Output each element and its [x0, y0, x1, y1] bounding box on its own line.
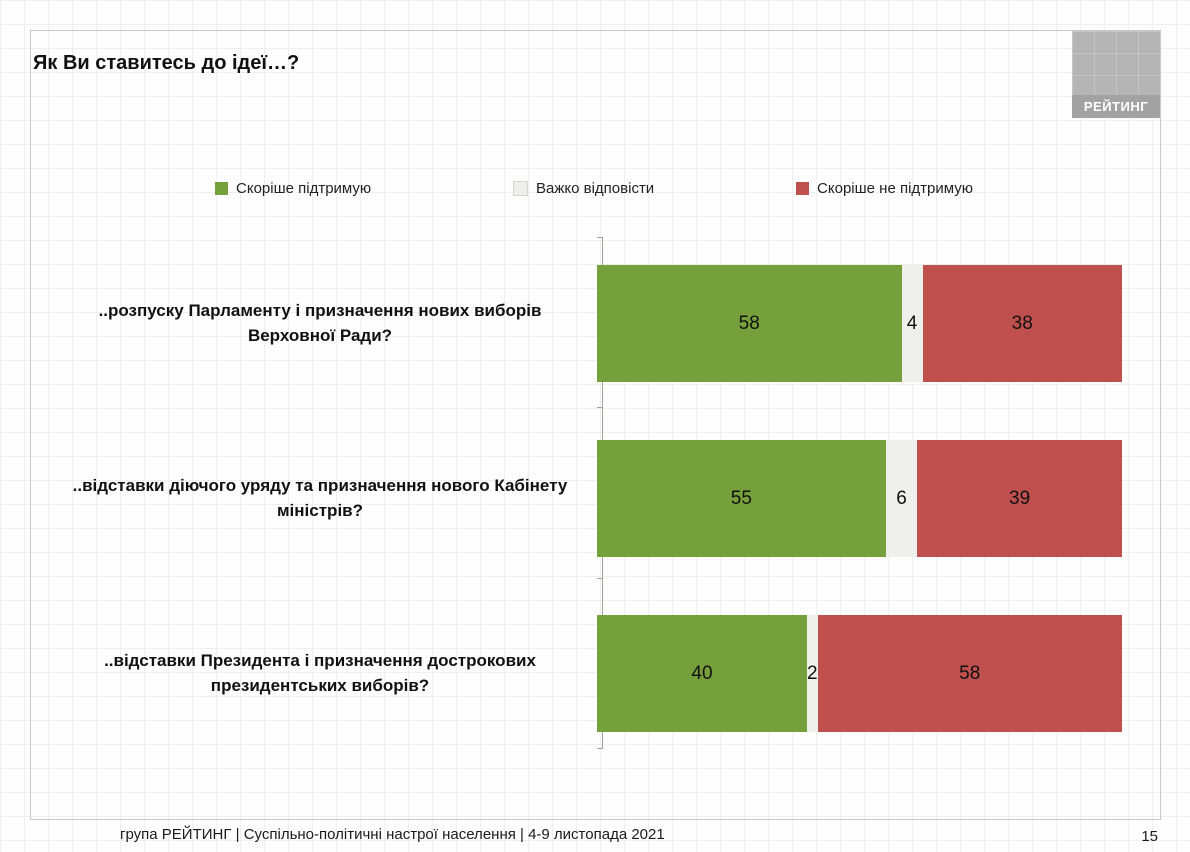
chart-legend: Скоріше підтримую Важко відповісти Скоріше…: [215, 180, 973, 197]
bar-segment: 58: [817, 615, 1122, 732]
bar-segment: 58: [597, 265, 902, 382]
bar-segment: 4: [901, 265, 923, 382]
chart-row: ..відставки діючого уряду та призначення…: [55, 440, 1135, 557]
axis-tick: [597, 578, 603, 579]
legend-swatch-icon: [513, 181, 528, 196]
rating-logo-label: РЕЙТИНГ: [1072, 95, 1160, 118]
category-label: ..розпуску Парламенту і призначення нови…: [98, 300, 542, 345]
stacked-bar: 58 4 38: [597, 265, 1122, 382]
chart-row: ..розпуску Парламенту і призначення нови…: [55, 265, 1135, 382]
legend-label: Скоріше підтримую: [236, 180, 372, 197]
category-label: ..відставки Президента і призначення дос…: [104, 650, 536, 695]
axis-tick: [597, 237, 603, 238]
bar-segment: 38: [922, 265, 1122, 382]
rating-logo: РЕЙТИНГ: [1072, 31, 1160, 118]
legend-item: Важко відповісти: [513, 180, 654, 197]
legend-label: Важко відповісти: [536, 180, 655, 197]
axis-tick: [597, 748, 603, 749]
stacked-bar: 55 6 39: [597, 440, 1122, 557]
bar-segment: 6: [885, 440, 918, 557]
chart-rows: ..розпуску Парламенту і призначення нови…: [55, 265, 1135, 790]
bar-segment: 40: [597, 615, 807, 732]
page-title: Як Ви ставитесь до ідеї…?: [33, 52, 300, 74]
bar-segment: 55: [597, 440, 886, 557]
axis-tick: [597, 407, 603, 408]
category-label: ..відставки діючого уряду та призначення…: [72, 475, 568, 520]
footer-text: група РЕЙТИНГ | Суспільно-політичні наст…: [120, 826, 665, 843]
legend-item: Скоріше не підтримую: [796, 180, 973, 197]
stacked-bar: 40 2 58: [597, 615, 1122, 732]
legend-item: Скоріше підтримую: [215, 180, 371, 197]
page-number: 15: [1141, 828, 1158, 845]
legend-swatch-icon: [215, 182, 228, 195]
chart-row: ..відставки Президента і призначення дос…: [55, 615, 1135, 732]
legend-label: Скоріше не підтримую: [817, 180, 973, 197]
legend-swatch-icon: [796, 182, 810, 195]
bar-segment: 39: [917, 440, 1122, 557]
bar-segment: 2: [807, 615, 818, 732]
